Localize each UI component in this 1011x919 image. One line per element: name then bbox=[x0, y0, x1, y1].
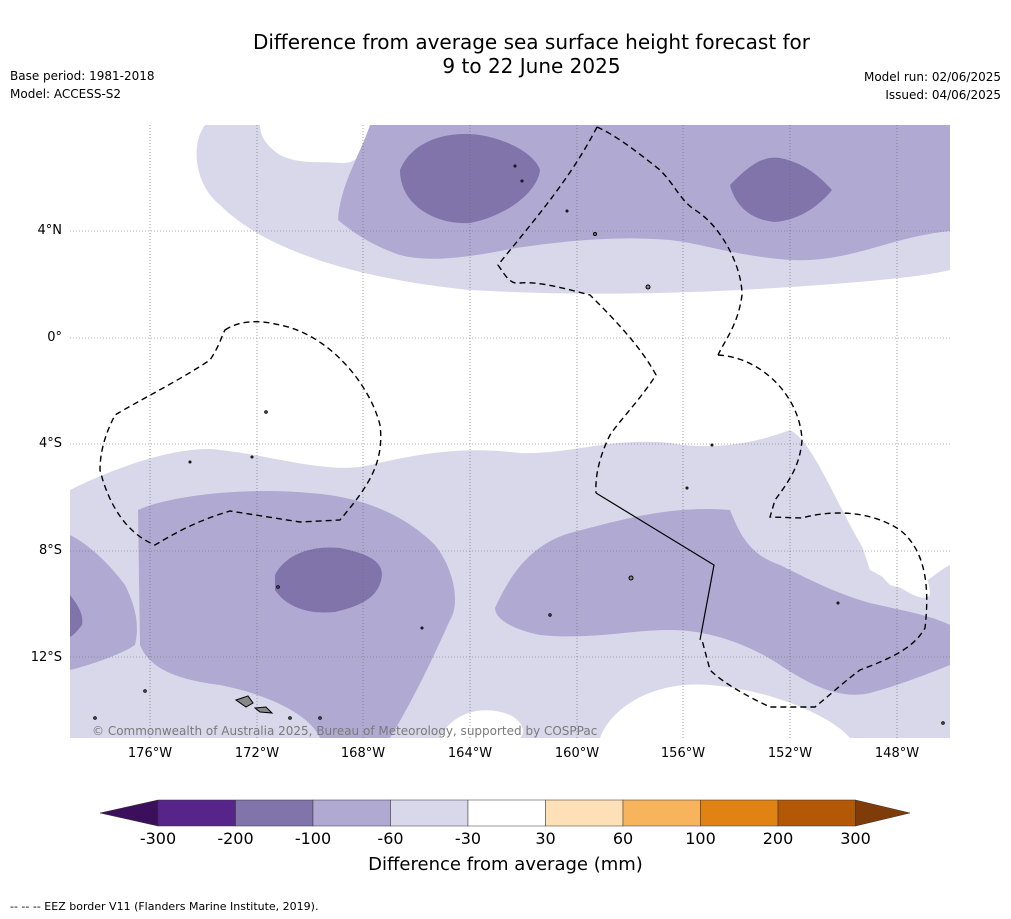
lat-label-4n: 4°N bbox=[37, 223, 63, 238]
eez-source-note: -- -- -- EEZ border V11 (Flanders Marine… bbox=[10, 900, 319, 913]
lon-label-160w: 160°W bbox=[554, 746, 600, 761]
eez-line-islands-north bbox=[596, 126, 743, 356]
base-period: Base period: 1981-2018 bbox=[10, 69, 155, 83]
atoll bbox=[420, 626, 424, 630]
colorbar-tick: -200 bbox=[217, 829, 254, 848]
colorbar-tick: -300 bbox=[139, 829, 177, 848]
sea-surface-map bbox=[70, 125, 950, 738]
islands bbox=[93, 164, 945, 725]
colorbar-segment bbox=[157, 799, 236, 827]
copyright-notice: © Commonwealth of Australia 2025, Bureau… bbox=[92, 724, 598, 738]
band-white-central bbox=[70, 125, 950, 588]
colorbar-low-arrow bbox=[100, 799, 159, 827]
band-white-bottom bbox=[600, 684, 850, 738]
lon-label-164w: 164°W bbox=[447, 746, 493, 761]
samoa-island-2 bbox=[253, 706, 274, 714]
lon-label-172w: 172°W bbox=[234, 746, 280, 761]
atoll bbox=[264, 410, 268, 414]
band-dark-top-1 bbox=[400, 134, 540, 224]
model-run: Model run: 02/06/2025 bbox=[863, 70, 1001, 84]
colorbar bbox=[100, 799, 911, 827]
band-dark-left-edge bbox=[70, 595, 83, 637]
band-white-bottom-mid bbox=[440, 710, 523, 738]
eez-phoenix bbox=[99, 321, 382, 546]
atoll bbox=[941, 721, 945, 725]
lon-label-148w: 148°W bbox=[874, 746, 920, 761]
lat-label-8s: 8°S bbox=[38, 543, 62, 558]
lat-label-12s: 12°S bbox=[30, 650, 62, 665]
model-name: Model: ACCESS-S2 bbox=[10, 87, 122, 101]
colorbar-tick: 60 bbox=[612, 829, 634, 848]
band-mid-bottom-left bbox=[138, 490, 455, 738]
atoll bbox=[513, 164, 517, 168]
colorbar-title: Difference from average (mm) bbox=[368, 854, 643, 875]
colorbar-segment bbox=[700, 799, 779, 827]
atoll bbox=[836, 601, 840, 605]
atoll bbox=[520, 179, 524, 183]
colorbar-tick: 30 bbox=[535, 829, 556, 848]
lon-label-152w: 152°W bbox=[767, 746, 813, 761]
lat-label-4s: 4°S bbox=[38, 436, 62, 451]
atoll bbox=[93, 716, 97, 720]
colorbar-segment bbox=[467, 799, 546, 827]
atoll bbox=[318, 716, 322, 720]
atoll bbox=[548, 613, 552, 617]
band-dark-top-2 bbox=[730, 157, 832, 222]
eez-line-islands-south bbox=[701, 354, 928, 708]
atoll bbox=[250, 455, 254, 459]
lon-label-176w: 176°W bbox=[127, 746, 173, 761]
chart-title: Difference from average sea surface heig… bbox=[0, 30, 1011, 78]
colorbar-segment bbox=[235, 799, 314, 827]
meta-left: Base period: 1981-2018 Model: ACCESS-S2 bbox=[10, 67, 155, 103]
samoa-island bbox=[234, 695, 254, 708]
atoll bbox=[710, 443, 714, 447]
colorbar-segment bbox=[777, 799, 856, 827]
colorbar-segment bbox=[545, 799, 624, 827]
lon-label-156w: 156°W bbox=[660, 746, 706, 761]
band-white-notch bbox=[260, 125, 370, 164]
colorbar-tick: 200 bbox=[762, 829, 794, 848]
band-dark-bottom bbox=[275, 547, 382, 613]
eez-borders bbox=[99, 126, 928, 708]
atoll bbox=[593, 232, 597, 236]
colorbar-segment bbox=[390, 799, 469, 827]
eez-solid-border bbox=[595, 492, 715, 641]
colorbar-tick: -60 bbox=[377, 829, 404, 848]
atoll bbox=[628, 575, 634, 581]
graticule bbox=[70, 125, 950, 738]
colorbar-tick: 100 bbox=[685, 829, 716, 848]
eez-line-islands-center bbox=[497, 126, 657, 494]
title-line-1: Difference from average sea surface heig… bbox=[252, 30, 811, 54]
band-mid-left-edge bbox=[70, 535, 137, 670]
band-white-bottom-right bbox=[860, 539, 930, 598]
lon-label-168w: 168°W bbox=[340, 746, 386, 761]
colorbar-tick: 300 bbox=[840, 829, 871, 848]
atoll bbox=[645, 284, 651, 290]
atoll bbox=[188, 460, 192, 464]
colorbar-segment bbox=[312, 799, 391, 827]
atoll bbox=[685, 486, 689, 490]
issued-date: Issued: 04/06/2025 bbox=[885, 88, 1001, 102]
colorbar-high-arrow bbox=[855, 799, 911, 827]
atoll bbox=[288, 716, 292, 720]
meta-right: Model run: 02/06/2025 Issued: 04/06/2025 bbox=[864, 68, 1001, 104]
atoll bbox=[276, 585, 280, 589]
colorbar-tick: -100 bbox=[294, 829, 332, 848]
colorbar-segment bbox=[622, 799, 701, 827]
atoll bbox=[565, 209, 569, 213]
colorbar-tick: -30 bbox=[454, 829, 482, 848]
band-mid-bottom-right bbox=[495, 509, 950, 695]
atoll bbox=[143, 689, 147, 693]
title-line-2: 9 to 22 June 2025 bbox=[442, 54, 621, 78]
lat-label-0: 0° bbox=[47, 330, 62, 345]
